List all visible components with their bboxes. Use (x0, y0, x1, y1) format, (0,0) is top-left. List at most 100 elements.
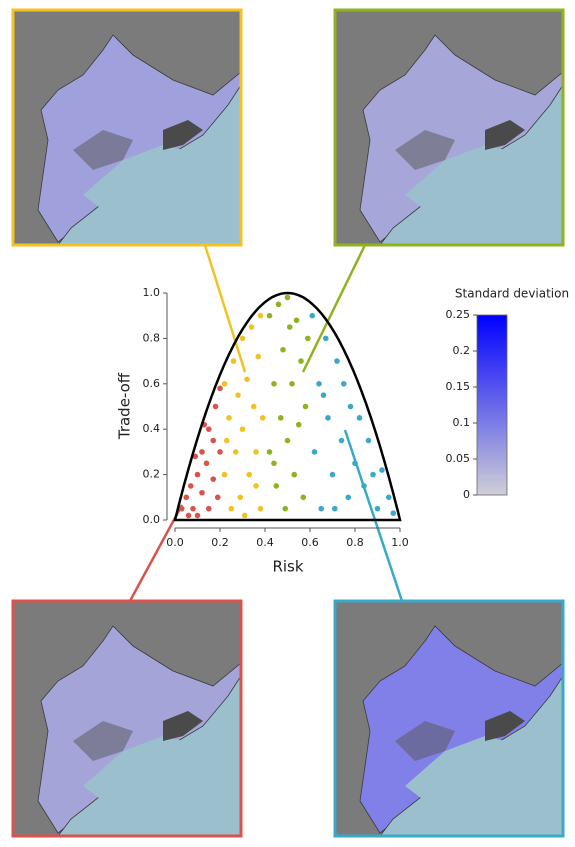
point (304, 335, 311, 342)
point (185, 512, 192, 519)
colorbar-tick-label: 0 (463, 488, 470, 501)
colorbar-title: Standard deviation (455, 287, 569, 301)
point (223, 437, 230, 444)
point (275, 301, 282, 308)
y-tick-label: 0.8 (143, 331, 161, 344)
point (277, 415, 284, 421)
point (345, 494, 352, 501)
point (289, 381, 295, 387)
point (356, 415, 363, 421)
point (320, 392, 327, 398)
point (352, 460, 358, 467)
point (295, 421, 302, 428)
point (210, 476, 217, 482)
point (266, 449, 273, 455)
x-tick-label: 0.8 (346, 536, 364, 549)
colorbar-tick-label: 0.25 (446, 308, 471, 321)
point (318, 505, 325, 512)
connector (203, 244, 247, 373)
colorbar (476, 314, 508, 496)
point (311, 449, 318, 455)
point (237, 494, 244, 501)
colorbar-tick-label: 0.2 (453, 344, 471, 357)
point (255, 353, 262, 360)
point (361, 483, 367, 489)
point (331, 505, 338, 512)
y-tick-label: 0.6 (143, 377, 161, 390)
point (235, 392, 241, 398)
point (210, 437, 217, 444)
point (284, 294, 291, 301)
point (199, 489, 205, 496)
point (302, 403, 309, 410)
point (253, 483, 259, 489)
point (282, 505, 289, 512)
point (217, 385, 223, 392)
point (379, 467, 385, 473)
point (221, 471, 228, 478)
point (241, 512, 248, 519)
point (194, 512, 201, 519)
point (187, 483, 194, 489)
panel-frame (333, 8, 565, 247)
x-tick-label: 0.2 (211, 536, 229, 549)
connector (343, 429, 404, 602)
point (309, 312, 316, 319)
point (322, 335, 329, 342)
point (374, 505, 381, 512)
point (194, 471, 201, 478)
map (12, 600, 242, 837)
point (190, 505, 196, 512)
x-tick-label: 1.0 (391, 536, 409, 549)
point (221, 381, 228, 387)
point (340, 381, 347, 387)
point (390, 510, 397, 516)
y-tick-label: 0.2 (143, 468, 161, 481)
point (271, 460, 277, 467)
point (239, 426, 246, 433)
point (329, 471, 336, 478)
point (205, 505, 212, 512)
x-tick-label: 0.6 (301, 536, 319, 549)
point (257, 505, 264, 512)
point (300, 494, 307, 501)
panel-frame (11, 599, 243, 838)
point (347, 403, 354, 410)
point (244, 376, 250, 383)
point (246, 471, 253, 478)
point (338, 437, 345, 444)
point (228, 505, 235, 512)
point (226, 415, 232, 421)
map (334, 600, 564, 837)
point (293, 317, 300, 324)
colorbar-tick-label: 0.05 (446, 452, 471, 465)
point (273, 483, 280, 489)
point (257, 312, 264, 319)
point (385, 494, 392, 501)
point (266, 312, 273, 319)
point (334, 358, 340, 364)
connector (301, 244, 367, 373)
map (334, 9, 564, 246)
point (217, 449, 223, 455)
panel-frame (11, 8, 243, 247)
point (248, 324, 255, 330)
point (286, 324, 293, 330)
point (298, 358, 304, 364)
point (259, 415, 266, 421)
point (316, 381, 322, 387)
point (212, 403, 219, 410)
point (199, 449, 205, 455)
point (325, 415, 331, 421)
colorbar-tick-label: 0.1 (453, 416, 471, 429)
colorbar-tick-label: 0.15 (446, 380, 471, 393)
y-tick-label: 0.0 (143, 513, 161, 526)
point (284, 437, 291, 444)
y-tick-label: 0.4 (143, 422, 161, 435)
point (183, 494, 190, 501)
connector (128, 504, 184, 602)
point (230, 358, 237, 364)
point (214, 494, 221, 501)
point (365, 437, 372, 444)
